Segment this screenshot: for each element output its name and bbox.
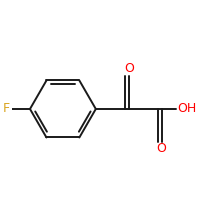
Text: OH: OH [177, 102, 196, 115]
Text: O: O [124, 62, 134, 75]
Text: O: O [157, 142, 167, 155]
Text: F: F [3, 102, 10, 115]
